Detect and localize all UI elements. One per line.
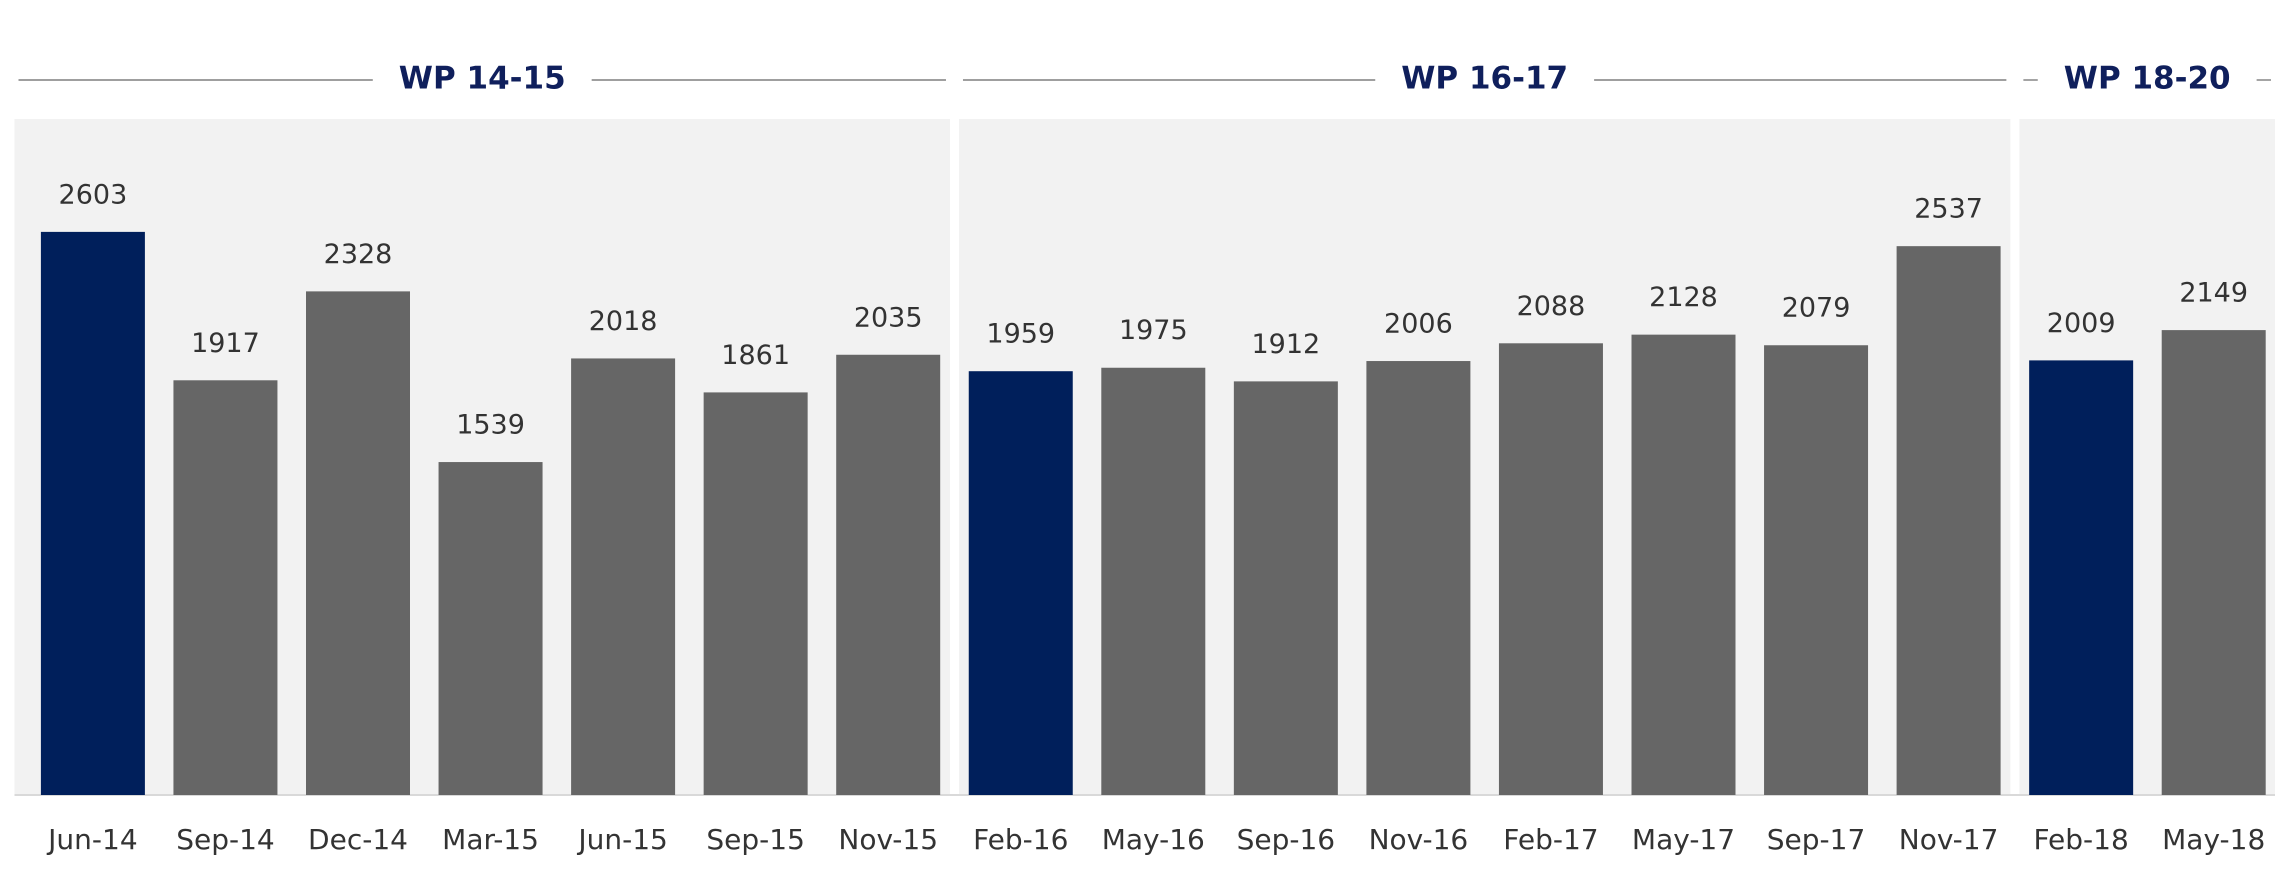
- value-label: 1959: [986, 319, 1055, 350]
- bar: [836, 354, 941, 795]
- x-tick-label: Nov-15: [838, 823, 938, 856]
- value-label: 2328: [324, 239, 393, 270]
- value-label: 2035: [854, 302, 923, 333]
- x-tick-label: Feb-17: [1503, 823, 1598, 856]
- bar: [1101, 367, 1206, 795]
- group-header: WP 16-17: [1401, 61, 1568, 97]
- x-tick-label: Nov-17: [1899, 823, 1999, 856]
- bar: [1764, 345, 1869, 795]
- bar: [1896, 246, 2001, 795]
- x-tick-label: Feb-16: [973, 823, 1068, 856]
- value-label: 1975: [1119, 315, 1188, 346]
- value-label: 2603: [59, 179, 128, 210]
- value-label: 2079: [1782, 293, 1851, 324]
- x-tick-label: May-17: [1632, 823, 1735, 856]
- x-tick-label: Nov-16: [1369, 823, 1469, 856]
- value-label: 2006: [1384, 309, 1453, 340]
- bar: [968, 371, 1073, 795]
- x-tick-label: May-16: [1102, 823, 1205, 856]
- x-tick-label: Jun-15: [576, 823, 667, 856]
- x-tick-label: May-18: [2162, 823, 2265, 856]
- bar: [1366, 361, 1471, 795]
- x-tick-label: Mar-15: [442, 823, 539, 856]
- x-tick-label: Sep-15: [706, 823, 805, 856]
- value-label: 2149: [2179, 278, 2248, 309]
- x-tick-label: Feb-18: [2033, 823, 2128, 856]
- bar: [2029, 360, 2134, 795]
- bar: [40, 231, 145, 795]
- bar: [438, 462, 543, 795]
- bar: [1498, 343, 1603, 795]
- x-tick-label: Jun-14: [46, 823, 137, 856]
- x-tick-label: Sep-14: [176, 823, 275, 856]
- value-label: 2018: [589, 306, 658, 337]
- value-label: 2088: [1517, 291, 1586, 322]
- bar: [1233, 381, 1338, 795]
- value-label: 2009: [2047, 308, 2116, 339]
- value-label: 1912: [1251, 329, 1320, 360]
- bar: [1631, 334, 1736, 795]
- bar: [306, 291, 410, 795]
- x-tick-label: Sep-16: [1237, 823, 1336, 856]
- bar: [2161, 330, 2266, 795]
- group-header: WP 14-15: [399, 61, 566, 97]
- x-tick-label: Dec-14: [308, 823, 408, 856]
- bar: [703, 392, 808, 795]
- bar: [173, 380, 278, 795]
- value-label: 2128: [1649, 282, 1718, 313]
- group-header: WP 18-20: [2064, 61, 2231, 97]
- bar: [571, 358, 676, 795]
- value-label: 1539: [456, 410, 525, 441]
- x-tick-label: Sep-17: [1767, 823, 1866, 856]
- value-label: 1917: [191, 328, 260, 359]
- value-label: 1861: [721, 340, 790, 371]
- value-label: 2537: [1914, 194, 1983, 225]
